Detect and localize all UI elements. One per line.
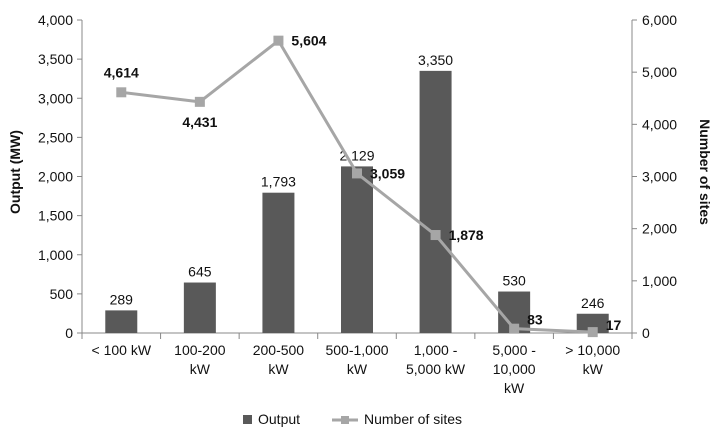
y2-tick-label: 2,000 bbox=[642, 221, 677, 237]
bar-output bbox=[576, 313, 609, 333]
bar-value-label: 3,350 bbox=[418, 52, 453, 68]
bar-value-label: 645 bbox=[188, 264, 212, 280]
line-value-label: 1,878 bbox=[449, 227, 484, 243]
y-axis-title: Output (MW) bbox=[7, 130, 23, 214]
y-tick-label: 0 bbox=[65, 325, 73, 341]
x-tick-label: < 100 kW bbox=[92, 342, 152, 358]
y2-tick-label: 0 bbox=[642, 325, 650, 341]
y2-axis-title: Number of sites bbox=[697, 119, 712, 225]
legend-sites-label: Number of sites bbox=[364, 411, 462, 427]
line-point-sites bbox=[352, 168, 362, 179]
y2-tick-label: 4,000 bbox=[642, 116, 677, 132]
y2-tick-label: 5,000 bbox=[642, 64, 677, 80]
x-tick-label: 100-200 kW bbox=[174, 342, 226, 377]
x-tick-label: 200-500 kW bbox=[253, 342, 305, 377]
x-tick-label: > 10,000 kW bbox=[565, 342, 620, 377]
line-point-sites bbox=[587, 327, 598, 338]
bar-value-label: 289 bbox=[110, 291, 134, 307]
line-point-sites bbox=[116, 87, 127, 98]
bar-output bbox=[262, 192, 295, 333]
legend-output-label: Output bbox=[258, 411, 300, 427]
plot-area: 0 500 1,000 1,500 2,000 2,500 3,000 3,500 4,000 0… bbox=[38, 12, 677, 396]
y-tick-label: 1,000 bbox=[38, 247, 73, 263]
y-tick-label: 3,500 bbox=[38, 51, 73, 67]
line-value-label: 4,431 bbox=[182, 114, 217, 130]
line-value-label: 3,059 bbox=[370, 165, 405, 181]
legend: Output Number of sites bbox=[243, 411, 462, 427]
bar-output bbox=[105, 310, 138, 333]
x-tick-label: 500-1,000 kW bbox=[325, 342, 388, 377]
line-value-label: 5,604 bbox=[291, 33, 326, 49]
bar-output bbox=[419, 70, 452, 334]
x-tick-label: 1,000 -5,000 kW bbox=[406, 342, 466, 377]
y-tick-label: 500 bbox=[50, 286, 74, 302]
y-tick-label: 2,500 bbox=[38, 129, 73, 145]
bar-value-label: 530 bbox=[502, 273, 526, 289]
y-tick-label: 1,500 bbox=[38, 208, 73, 224]
bar-output bbox=[183, 282, 216, 333]
line-point-sites bbox=[194, 96, 205, 107]
y-tick-label: 2,000 bbox=[38, 169, 73, 185]
y-tick-label: 4,000 bbox=[38, 12, 73, 28]
line-value-label: 83 bbox=[527, 312, 543, 328]
y-tick-label: 3,000 bbox=[38, 90, 73, 106]
line-value-label: 17 bbox=[606, 317, 622, 333]
bar-value-label: 246 bbox=[581, 295, 605, 311]
y2-tick-label: 1,000 bbox=[642, 273, 677, 289]
x-tick-label: 5,000 -10,000 kW bbox=[492, 342, 536, 396]
bar-output bbox=[341, 166, 373, 333]
legend-output-swatch bbox=[243, 415, 252, 424]
line-point-sites bbox=[273, 35, 284, 46]
y2-tick-label: 3,000 bbox=[642, 169, 677, 185]
bar-value-label: 1,793 bbox=[261, 174, 296, 190]
legend-sites-marker bbox=[341, 416, 349, 424]
line-value-label: 4,614 bbox=[104, 64, 139, 80]
y2-tick-label: 6,000 bbox=[642, 12, 677, 28]
line-point-sites bbox=[430, 230, 441, 241]
line-point-sites bbox=[509, 323, 520, 334]
